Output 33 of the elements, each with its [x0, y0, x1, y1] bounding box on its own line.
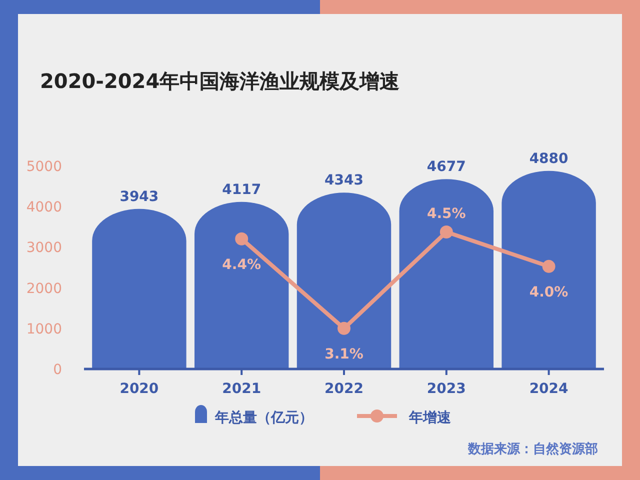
source-note: 数据来源：自然资源部: [467, 441, 598, 457]
y-tick-label: 1000: [26, 321, 62, 338]
x-tick-label: 2020: [120, 381, 159, 397]
bar: [399, 179, 494, 369]
y-tick-label: 3000: [26, 240, 62, 256]
data-label: 4677: [426, 159, 466, 176]
x-tick-label: 2024: [529, 381, 569, 397]
data-label: 4.4%: [222, 256, 262, 273]
point: [542, 260, 556, 273]
point: [235, 232, 248, 246]
legend-label: 年增速: [408, 410, 452, 426]
x-tick-label: 2021: [222, 381, 262, 397]
y-tick-label: 4000: [26, 200, 62, 216]
data-label: 4.0%: [529, 284, 568, 300]
x-tick-label: 2023: [426, 381, 466, 397]
legend-label: 年总量（亿元）: [214, 410, 313, 426]
data-label: 4.5%: [426, 206, 466, 222]
bar: [194, 202, 289, 369]
data-label: 3943: [120, 188, 159, 205]
y-tick-label: 2000: [26, 280, 62, 297]
point: [440, 225, 453, 238]
y-tick-label: 0: [53, 362, 62, 378]
data-label: 3.1%: [324, 346, 364, 362]
data-label: 4117: [222, 182, 262, 198]
data-label: 4880: [529, 150, 569, 167]
data-label: 4343: [324, 172, 364, 189]
bar: [296, 192, 392, 369]
point: [338, 322, 350, 335]
bar: [502, 170, 596, 369]
x-tick-label: 2022: [324, 381, 364, 397]
bar: [92, 208, 186, 369]
chart-title: 2020-2024年中国海洋渔业规模及增速: [40, 69, 400, 93]
y-tick-label: 5000: [26, 159, 62, 175]
